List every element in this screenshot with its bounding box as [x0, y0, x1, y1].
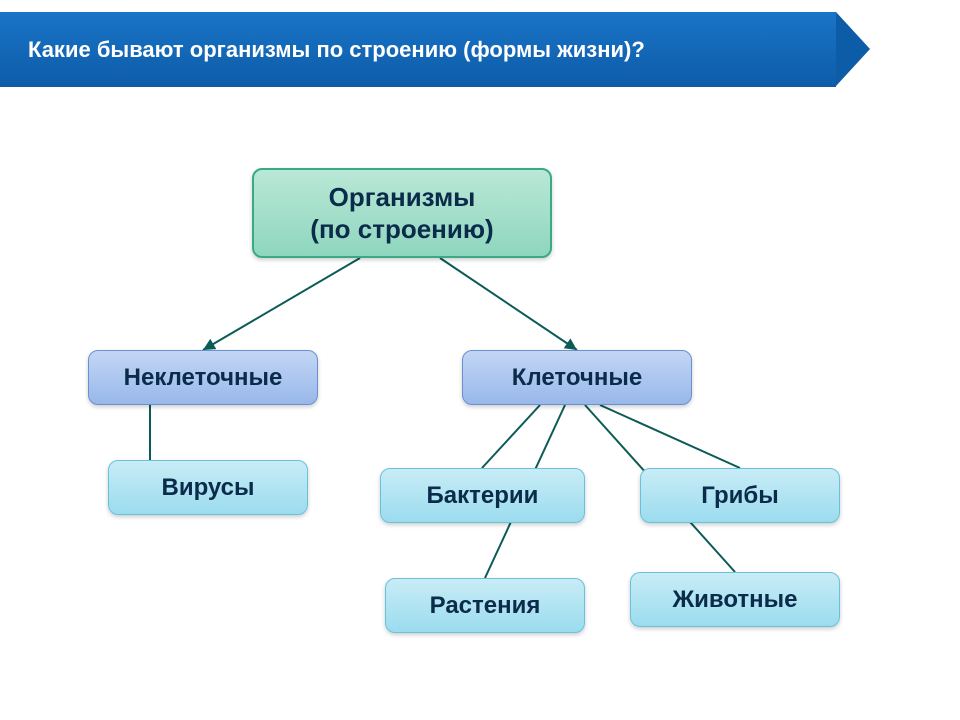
node-animals: Животные — [630, 572, 840, 627]
node-fungi-label: Грибы — [701, 481, 778, 511]
edge-root-cellular — [440, 258, 577, 350]
node-plants-label: Растения — [430, 591, 541, 621]
node-viruses: Вирусы — [108, 460, 308, 515]
node-viruses-label: Вирусы — [161, 473, 254, 503]
node-root-line2: (по строению) — [310, 213, 493, 246]
node-noncellular-label: Неклеточные — [124, 363, 283, 393]
edge-root-noncellular — [203, 258, 360, 350]
node-bacteria: Бактерии — [380, 468, 585, 523]
node-root-line1: Организмы — [310, 181, 493, 214]
node-cellular: Клеточные — [462, 350, 692, 405]
node-plants: Растения — [385, 578, 585, 633]
hierarchy-diagram: Организмы (по строению) Неклеточные Клет… — [0, 0, 960, 720]
node-cellular-label: Клеточные — [512, 363, 642, 393]
node-bacteria-label: Бактерии — [427, 481, 539, 511]
edge-cellular-bacteria — [482, 405, 540, 468]
node-fungi: Грибы — [640, 468, 840, 523]
edge-cellular-fungi — [600, 405, 740, 468]
node-root: Организмы (по строению) — [252, 168, 552, 258]
node-noncellular: Неклеточные — [88, 350, 318, 405]
node-animals-label: Животные — [672, 585, 797, 615]
